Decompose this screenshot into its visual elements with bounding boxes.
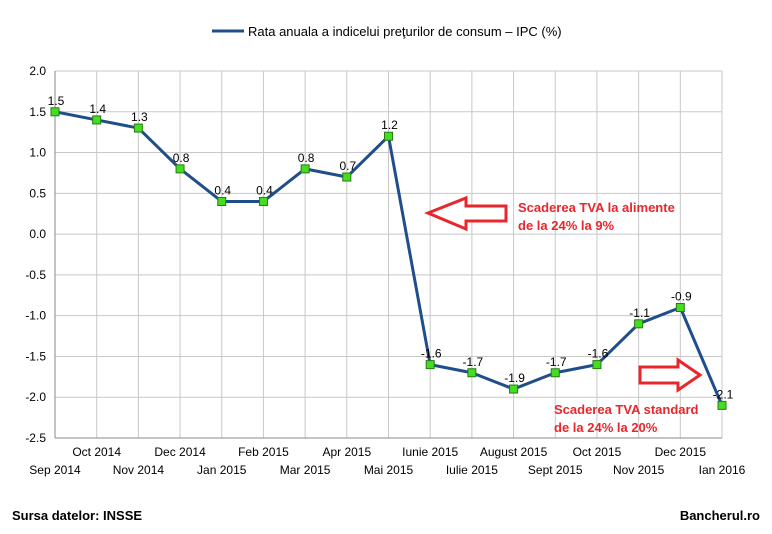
annotation-vat-standard: Scaderea TVA standard de la 24% la 20% — [554, 357, 703, 435]
y-tick-label: -1.5 — [25, 349, 46, 363]
data-point — [217, 196, 227, 206]
x-tick-label: August 2015 — [480, 445, 548, 459]
y-tick-label: 2.0 — [29, 64, 46, 78]
data-point — [634, 319, 644, 329]
data-label: 0.8 — [173, 151, 190, 165]
annotation-vat-standard-line2: de la 24% la 20% — [554, 420, 658, 435]
data-point — [592, 360, 602, 370]
y-tick-label: -1.0 — [25, 309, 46, 323]
y-tick-label: -0.5 — [25, 268, 46, 282]
x-tick-label: Jan 2015 — [197, 463, 247, 477]
x-tick-labels: Sep 2014 Oct 2014 Nov 2014 Dec 2014 Jan 2015… — [29, 445, 745, 477]
data-point — [342, 172, 352, 182]
y-tick-label: -2.5 — [25, 431, 46, 445]
x-tick-label: Mai 2015 — [364, 463, 414, 477]
data-point — [509, 384, 519, 394]
data-label: 1.5 — [48, 94, 65, 108]
legend: Rata anuala a indicelui preţurilor de co… — [212, 24, 562, 39]
brand-label: Bancherul.ro — [679, 508, 760, 523]
data-labels: 1.5 1.4 1.3 0.8 0.4 0.4 0.8 0.7 1.2 -1.6 -1.7 -1.9 -… — [48, 94, 734, 402]
y-tick-label: 1.0 — [29, 146, 46, 160]
annotation-vat-food-line2: de la 24% la 9% — [518, 218, 615, 233]
data-label: -1.9 — [504, 371, 525, 385]
y-tick-label: -2.0 — [25, 390, 46, 404]
legend-label: Rata anuala a indicelui preţurilor de co… — [248, 24, 562, 39]
annotation-vat-food-line1: Scaderea TVA la alimente — [518, 200, 675, 215]
series-ipc — [50, 107, 727, 410]
x-tick-label: Iulie 2015 — [446, 463, 498, 477]
x-tick-label: Mar 2015 — [280, 463, 331, 477]
data-label: 0.8 — [298, 151, 315, 165]
data-label: 1.3 — [131, 110, 148, 124]
data-point — [675, 303, 685, 313]
x-tick-label: Dec 2014 — [154, 445, 206, 459]
data-point — [717, 400, 727, 410]
data-label: 0.7 — [339, 159, 356, 173]
data-point — [175, 164, 185, 174]
data-label: -1.7 — [546, 355, 567, 369]
arrow-right-icon — [638, 357, 703, 393]
data-label: -2.1 — [713, 387, 734, 401]
annotation-vat-food: Scaderea TVA la alimente de la 24% la 9% — [424, 195, 675, 233]
data-label: -1.7 — [463, 355, 484, 369]
y-tick-label: 0.5 — [29, 186, 46, 200]
x-tick-label: Oct 2014 — [72, 445, 121, 459]
data-point — [133, 123, 143, 133]
data-point — [550, 368, 560, 378]
data-source: Sursa datelor: INSSE — [12, 508, 143, 523]
data-point — [258, 196, 268, 206]
data-point — [425, 360, 435, 370]
axes — [54, 71, 722, 439]
arrow-left-icon — [424, 195, 508, 232]
x-tick-label: Sep 2014 — [29, 463, 81, 477]
data-label: -1.6 — [421, 347, 442, 361]
data-point — [92, 115, 102, 125]
x-tick-label: Ian 2016 — [699, 463, 746, 477]
y-tick-labels: 2.0 1.5 1.0 0.5 0.0 -0.5 -1.0 -1.5 -2.0 -2.5 — [25, 64, 46, 445]
data-label: 0.4 — [214, 183, 231, 197]
data-point — [50, 107, 60, 117]
y-tick-label: 1.5 — [29, 105, 46, 119]
x-tick-label: Oct 2015 — [573, 445, 622, 459]
data-label: 1.4 — [89, 102, 106, 116]
data-label: -0.9 — [671, 290, 692, 304]
x-tick-label: Apr 2015 — [322, 445, 371, 459]
x-tick-label: Nov 2014 — [113, 463, 165, 477]
data-label: 0.4 — [256, 183, 273, 197]
data-label: -1.1 — [629, 306, 650, 320]
data-point — [300, 164, 310, 174]
x-tick-label: Iunie 2015 — [402, 445, 458, 459]
data-label: 1.2 — [381, 118, 398, 132]
x-tick-label: Sept 2015 — [528, 463, 583, 477]
annotation-vat-standard-line1: Scaderea TVA standard — [554, 402, 699, 417]
y-tick-label: 0.0 — [29, 227, 46, 241]
x-tick-label: Nov 2015 — [613, 463, 665, 477]
data-point — [467, 368, 477, 378]
data-point — [384, 131, 393, 141]
x-tick-label: Dec 2015 — [655, 445, 707, 459]
x-tick-label: Feb 2015 — [238, 445, 289, 459]
data-label: -1.6 — [588, 347, 609, 361]
